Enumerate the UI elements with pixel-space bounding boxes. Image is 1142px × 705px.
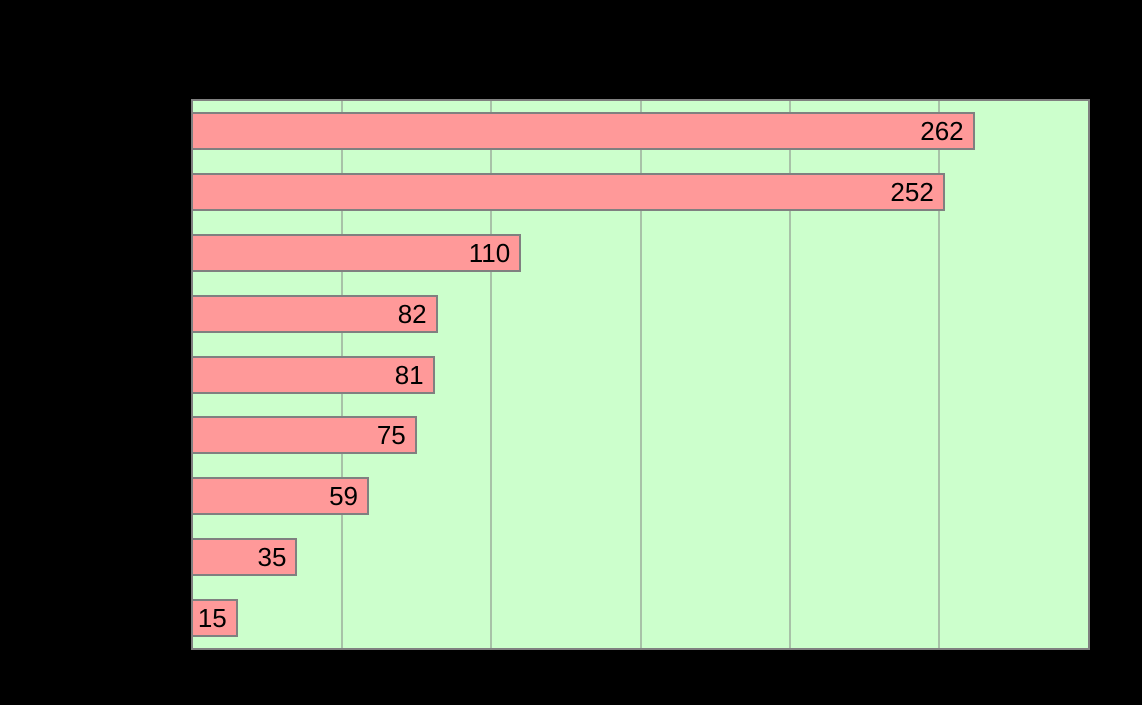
bar: 35 bbox=[193, 537, 298, 576]
bar-value-label: 252 bbox=[890, 177, 934, 208]
bar: 262 bbox=[193, 112, 975, 151]
bar-value-label: 82 bbox=[397, 298, 427, 329]
gridline bbox=[490, 101, 493, 648]
bar: 75 bbox=[193, 416, 417, 455]
gridline bbox=[788, 101, 791, 648]
bar-row: 15 bbox=[193, 587, 1088, 648]
bar-row: 81 bbox=[193, 344, 1088, 405]
bar-value-label: 75 bbox=[376, 420, 406, 451]
bar-row: 262 bbox=[193, 101, 1088, 162]
bar-series: 262 252 110 82 81 75 59 35 15 bbox=[193, 101, 1088, 648]
bar: 110 bbox=[193, 233, 522, 272]
bar: 252 bbox=[193, 173, 945, 212]
bar: 59 bbox=[193, 477, 370, 516]
bar-row: 252 bbox=[193, 162, 1088, 223]
bar-value-label: 81 bbox=[394, 359, 424, 390]
gridline bbox=[937, 101, 940, 648]
bar-value-label: 59 bbox=[329, 481, 359, 512]
gridline bbox=[639, 101, 642, 648]
bar: 82 bbox=[193, 294, 438, 333]
bar-value-label: 262 bbox=[920, 116, 964, 147]
bar-row: 110 bbox=[193, 223, 1088, 284]
bar: 81 bbox=[193, 355, 435, 394]
plot-area: 262 252 110 82 81 75 59 35 15 bbox=[191, 99, 1090, 650]
bar-row: 82 bbox=[193, 283, 1088, 344]
bar-value-label: 110 bbox=[468, 237, 511, 268]
bar-row: 35 bbox=[193, 526, 1088, 587]
bar: 15 bbox=[193, 598, 238, 637]
bar-value-label: 35 bbox=[257, 541, 287, 572]
bar-row: 75 bbox=[193, 405, 1088, 466]
bar-row: 59 bbox=[193, 466, 1088, 527]
bar-value-label: 15 bbox=[197, 602, 227, 633]
